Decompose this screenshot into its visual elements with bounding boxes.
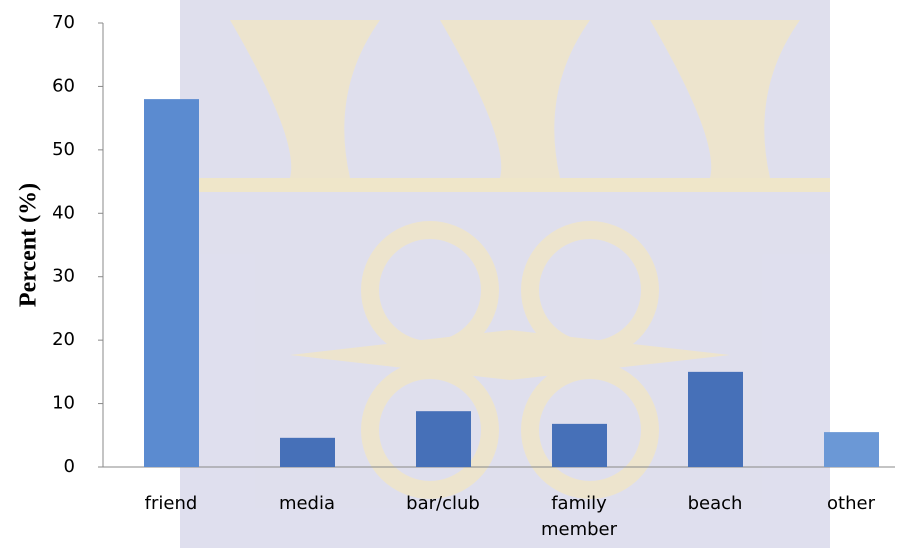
y-tick-label: 50 xyxy=(52,139,75,160)
x-tick-label: friend xyxy=(144,493,198,514)
bar xyxy=(552,423,607,467)
y-tick-label: 30 xyxy=(52,266,75,287)
y-tick-label: 10 xyxy=(52,393,75,414)
y-tick-label: 70 xyxy=(52,12,75,33)
x-tick-label: other xyxy=(827,493,875,514)
bar xyxy=(688,371,743,467)
x-tick-label: bar/club xyxy=(406,493,480,514)
bar xyxy=(280,437,335,467)
x-tick-label: media xyxy=(278,493,336,514)
watermark-cross xyxy=(290,330,730,380)
y-tick-label: 40 xyxy=(52,202,75,223)
bar xyxy=(824,432,879,467)
y-tick-label: 20 xyxy=(52,329,75,350)
x-tick-label: family member xyxy=(540,493,618,540)
bar xyxy=(416,411,471,467)
bar xyxy=(144,99,199,467)
watermark-leaf xyxy=(440,20,590,178)
y-tick-label: 0 xyxy=(64,456,75,477)
watermark-leaf xyxy=(650,20,800,178)
watermark-band xyxy=(180,178,830,192)
x-tick-label: beach xyxy=(687,493,743,514)
watermark-leaf xyxy=(230,20,380,178)
y-tick-label: 60 xyxy=(52,75,75,96)
y-axis-title: Percent (%) xyxy=(16,183,42,307)
